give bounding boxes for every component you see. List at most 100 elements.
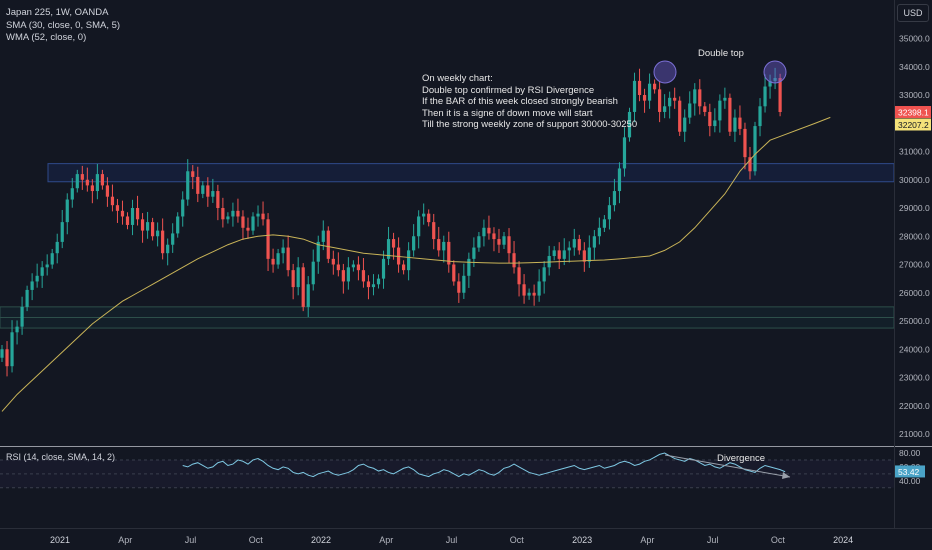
candle-body: [306, 284, 310, 307]
candle-body: [211, 191, 215, 197]
candle-body: [251, 216, 255, 231]
symbol-title[interactable]: Japan 225, 1W, OANDA: [6, 7, 109, 18]
price-tick-label: 29000.0: [899, 203, 930, 213]
time-tick-label: Jul: [707, 535, 719, 545]
candle-body: [738, 117, 742, 129]
candle-body: [683, 117, 687, 132]
candle-body: [391, 239, 396, 248]
wma-legend[interactable]: WMA (52, close, 0): [6, 32, 87, 43]
candle-body: [20, 306, 24, 327]
candle-body: [241, 216, 245, 228]
last-price-badge: [895, 106, 931, 119]
rsi-tick-label: 40.00: [899, 476, 921, 486]
candle-body: [773, 78, 777, 81]
candle-body: [166, 244, 170, 254]
candle-body: [40, 267, 44, 276]
time-tick-label: 2023: [572, 535, 592, 545]
rsi-tick-label: 80.00: [899, 448, 921, 458]
candle-body: [492, 233, 496, 240]
candle-body: [698, 89, 702, 107]
time-tick-label: 2021: [50, 535, 70, 545]
candle-body: [432, 222, 436, 240]
candle-body: [45, 264, 49, 268]
candle-body: [231, 210, 235, 217]
candle-body: [256, 213, 260, 217]
note-line: Till the strong weekly zone of support 3…: [422, 119, 638, 130]
candle-body: [522, 284, 526, 296]
candle-body: [50, 253, 54, 265]
candle-body: [216, 191, 220, 208]
candle-body: [266, 219, 270, 259]
candle-body: [366, 281, 371, 288]
candle-body: [402, 264, 406, 271]
candle-body: [537, 281, 541, 296]
candle-body: [376, 278, 381, 285]
candle-body: [105, 185, 110, 197]
candle-body: [321, 230, 325, 242]
candle-body: [763, 86, 767, 107]
time-tick-label: Apr: [118, 535, 132, 545]
candle-body: [768, 80, 772, 87]
price-tick-label: 31000.0: [899, 147, 930, 157]
candle-body: [512, 253, 516, 268]
candle-body: [733, 117, 737, 132]
candle-body: [627, 111, 632, 138]
double-top-label: Double top: [698, 48, 744, 59]
candle-body: [261, 213, 265, 220]
candle-body: [557, 250, 561, 259]
candle-body: [582, 250, 586, 262]
price-tick-label: 25000.0: [899, 316, 930, 326]
candle-body: [331, 258, 335, 265]
candle-body: [100, 174, 104, 186]
candle-body: [607, 205, 612, 220]
candle-body: [507, 236, 511, 254]
price-tick-label: 30000.0: [899, 175, 930, 185]
time-tick-label: Jul: [446, 535, 458, 545]
divergence-line: [664, 454, 791, 478]
sma-legend[interactable]: SMA (30, close, 0, SMA, 5): [6, 19, 121, 31]
candle-body: [642, 95, 647, 101]
candle-body: [442, 241, 446, 251]
candle-body: [191, 171, 195, 177]
time-tick-label: Apr: [379, 535, 393, 545]
candle-body: [351, 264, 355, 268]
candle-body: [668, 97, 672, 107]
rsi-line: [182, 452, 786, 478]
candle-body: [271, 258, 275, 265]
candle-body: [728, 97, 732, 132]
candle-body: [286, 247, 290, 271]
candle-body: [95, 174, 99, 192]
candle-body: [467, 258, 471, 276]
price-tick-label: 35000.0: [899, 34, 930, 44]
candle-body: [236, 210, 240, 217]
candle-body: [758, 106, 762, 127]
candle-body: [65, 199, 69, 223]
rsi-value-label: 53.42: [898, 467, 920, 477]
candle-body: [447, 241, 451, 265]
candle-body: [718, 100, 722, 121]
divergence-arrowhead: [782, 472, 790, 479]
divergence-label: Divergence: [717, 453, 766, 464]
price-tick-label: 21000.0: [899, 429, 930, 439]
candle-body: [602, 219, 606, 228]
candle-body: [346, 267, 350, 282]
candle-body: [156, 230, 160, 237]
currency-button[interactable]: USD: [897, 4, 929, 22]
note-line: If the BAR of this week closed strongly …: [422, 96, 618, 107]
time-tick-label: Jul: [185, 535, 197, 545]
candle-body: [281, 247, 285, 254]
candle-body: [246, 227, 250, 231]
candle-body: [386, 239, 391, 259]
candle-body: [221, 208, 225, 220]
candle-body: [361, 270, 366, 282]
candle-body: [502, 236, 506, 245]
time-tick-label: Oct: [249, 535, 264, 545]
candle-body: [713, 120, 717, 127]
candle-body: [597, 227, 601, 237]
time-tick-label: 2022: [311, 535, 331, 545]
rsi-legend[interactable]: RSI (14, close, SMA, 14, 2): [6, 452, 116, 462]
wma-value-label: 32207.2: [898, 120, 929, 130]
candle-body: [90, 185, 94, 192]
